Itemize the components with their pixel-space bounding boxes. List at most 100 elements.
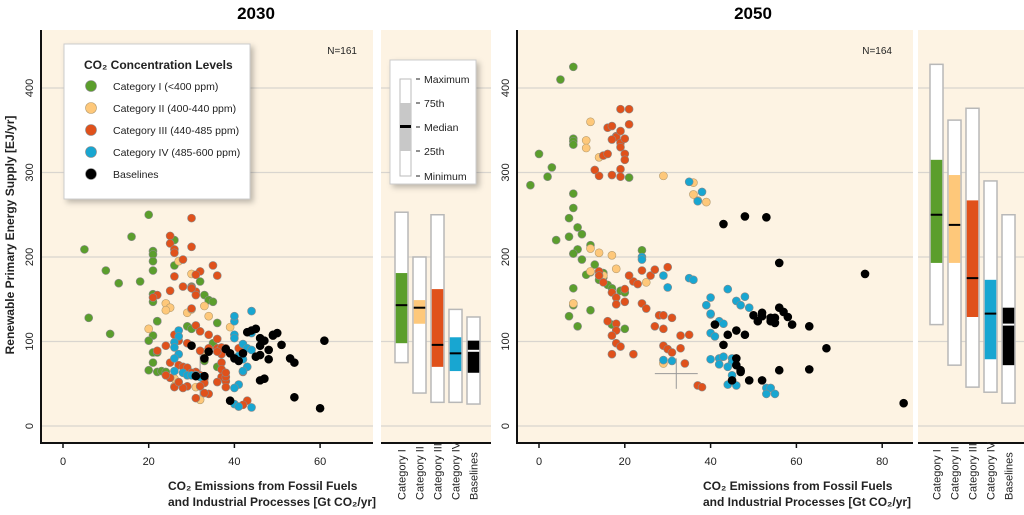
scatter-point-baseline — [290, 392, 299, 402]
scatter-point-cat3 — [178, 282, 188, 291]
scatter-point-baseline — [757, 308, 767, 318]
scatter-point-cat1 — [556, 75, 565, 84]
box-iqr-cat1 — [395, 273, 408, 344]
box-iqr-cat3 — [431, 289, 444, 367]
scatter-point-cat4 — [170, 343, 179, 352]
scatter-point-cat1 — [101, 266, 111, 275]
scatter-point-cat3 — [204, 330, 213, 340]
y-tick-label: 300 — [500, 163, 512, 181]
scatter-point-cat4 — [667, 356, 677, 366]
scatter-point-cat3 — [646, 271, 655, 280]
scatter-point-cat3 — [165, 239, 175, 248]
box-whisker-cat2 — [412, 256, 427, 394]
scatter-point-cat3 — [620, 134, 630, 143]
scatter-point-baseline — [740, 212, 750, 221]
scatter-point-cat2 — [569, 299, 578, 308]
scatter-point-cat3 — [650, 321, 660, 331]
scatter-point-cat3 — [208, 261, 218, 270]
scatter-point-cat1 — [620, 324, 630, 334]
legend-label: Category III (440-485 ppm) — [113, 125, 239, 137]
scatter-point-cat3 — [676, 343, 685, 353]
scatter-point-cat3 — [607, 331, 617, 340]
legend-marker-cat1 — [85, 80, 97, 92]
scatter-point-cat4 — [706, 293, 715, 302]
scatter-panel-2050 — [516, 30, 913, 442]
x-axis-label-2030-line2: and Industrial Processes [Gt CO₂/yr] — [168, 495, 376, 509]
scatter-point-baseline — [204, 347, 213, 356]
legend-marker-cat4 — [85, 146, 97, 158]
box-iqr-cat2 — [948, 175, 961, 263]
scatter-point-cat1 — [127, 232, 136, 242]
scatter-point-cat1 — [534, 149, 544, 159]
n-label-2050: N=164 — [862, 46, 892, 57]
scatter-point-cat4 — [719, 319, 728, 329]
box-category-label: Baselines — [469, 452, 481, 500]
scatter-point-cat3 — [633, 279, 642, 289]
scatter-point-cat4 — [684, 177, 694, 187]
scatter-point-cat4 — [659, 271, 668, 280]
scatter-point-cat3 — [161, 370, 171, 380]
scatter-point-cat3 — [599, 278, 608, 287]
scatter-point-cat3 — [607, 135, 617, 144]
scatter-point-cat2 — [200, 301, 209, 311]
x-tick-label: 40 — [704, 456, 716, 468]
scatter-point-cat3 — [684, 330, 694, 340]
title-2030: 2030 — [237, 4, 275, 23]
scatter-point-cat2 — [204, 311, 213, 321]
scatter-point-cat4 — [230, 333, 239, 343]
scatter-point-cat2 — [581, 136, 591, 145]
scatter-point-cat3 — [191, 290, 201, 300]
legend-marker-baseline — [85, 168, 97, 180]
scatter-point-cat4 — [689, 275, 698, 285]
scatter-point-cat4 — [693, 196, 703, 206]
scatter-point-cat4 — [238, 366, 248, 376]
n-label-2030: N=161 — [327, 46, 357, 57]
scatter-point-cat3 — [170, 248, 179, 258]
scatter-point-cat1 — [569, 249, 578, 258]
scatter-point-cat3 — [195, 381, 205, 391]
scatter-point-cat2 — [641, 278, 651, 287]
scatter-point-baseline — [774, 365, 784, 375]
scatter-point-cat2 — [586, 267, 595, 276]
x-tick-label: 20 — [619, 456, 631, 468]
scatter-point-cat4 — [714, 360, 724, 369]
scatter-point-cat3 — [165, 231, 175, 241]
y-axis-label: Renewable Primary Energy Supply [EJ/yr] — [3, 116, 17, 355]
scatter-point-cat3 — [191, 393, 201, 403]
scatter-point-baseline — [277, 340, 286, 350]
x-tick-label: 40 — [228, 456, 240, 468]
scatter-point-cat3 — [607, 349, 617, 359]
scatter-point-cat2 — [586, 244, 595, 253]
scatter-point-cat1 — [144, 336, 153, 345]
scatter-point-cat3 — [187, 242, 196, 252]
legend-label: Baselines — [113, 169, 159, 181]
scatter-point-cat4 — [710, 332, 720, 341]
scatter-point-cat3 — [221, 382, 231, 392]
scatter-point-cat1 — [526, 180, 535, 190]
box-iqr-cat1 — [930, 159, 943, 263]
scatter-point-cat3 — [148, 293, 158, 302]
box-key-label: Maximum — [424, 74, 470, 86]
scatter-point-cat4 — [723, 284, 733, 294]
x-axis-label-2050-line1: CO₂ Emissions from Fossil Fuels — [703, 479, 893, 493]
scatter-point-cat1 — [144, 365, 153, 375]
scatter-point-baseline — [251, 352, 261, 362]
scatter-point-cat1 — [564, 232, 574, 242]
y-tick-label: 200 — [500, 248, 512, 266]
scatter-point-baseline — [710, 320, 720, 329]
box-category-label: Category IV — [986, 441, 998, 500]
scatter-point-cat3 — [178, 255, 188, 264]
y-tick-label: 0 — [24, 423, 36, 429]
scatter-point-cat4 — [770, 389, 780, 399]
scatter-point-cat3 — [590, 165, 600, 175]
scatter-point-cat1 — [586, 305, 595, 315]
box-iqr-cat3 — [966, 200, 979, 317]
scatter-point-cat3 — [594, 271, 604, 280]
scatter-point-cat3 — [594, 171, 604, 181]
scatter-point-baseline — [191, 371, 201, 381]
legend-label: Category I (<400 ppm) — [113, 81, 218, 93]
scatter-point-cat3 — [212, 347, 222, 356]
scatter-point-baseline — [860, 269, 870, 279]
scatter-point-cat3 — [212, 271, 222, 280]
